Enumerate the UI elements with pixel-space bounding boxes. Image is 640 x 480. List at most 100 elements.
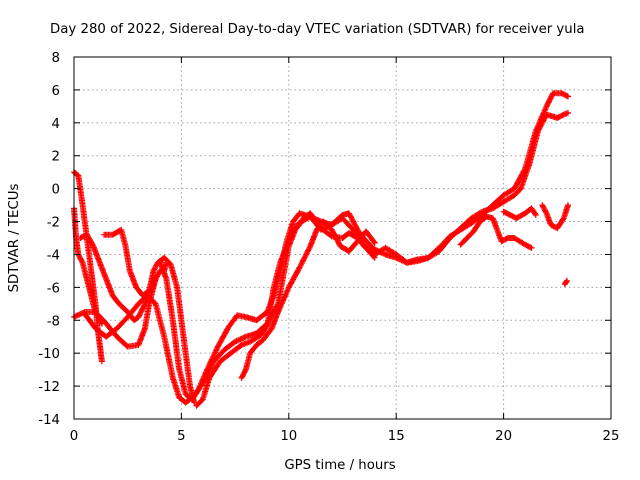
data-point [133,319,135,322]
data-point [285,245,288,247]
data-point [152,270,155,272]
data-point [288,286,290,289]
data-point [236,314,238,317]
data-point [564,283,566,285]
data-point [189,385,191,387]
y-axis-label: SDTVAR / TECUs [7,184,22,293]
data-point [277,311,279,313]
data-point [118,303,120,305]
data-point [105,335,107,338]
x-axis: 0 5 10 15 20 25 [70,57,619,444]
data-point [249,352,251,355]
data-point [154,303,157,305]
data-point [120,229,123,231]
data-point [562,217,565,220]
marker-trace [500,205,539,222]
data-point [479,220,481,223]
data-point [184,401,187,404]
data-point [470,217,473,220]
data-point [502,210,505,213]
data-point [86,278,88,280]
y-tick-label: -14 [38,413,60,428]
data-point [240,344,243,346]
data-point [373,248,376,251]
data-point [223,349,226,351]
series-arc-6 [81,90,571,406]
data-point [83,312,86,315]
data-point [513,194,516,196]
data-point [348,212,350,215]
data-point [341,214,344,216]
data-point [208,377,211,379]
data-point [552,92,554,94]
data-point [94,311,97,313]
data-point [99,261,101,264]
y-tick-label: 2 [52,150,60,165]
data-point [81,204,84,206]
data-point [255,319,258,322]
data-point [502,201,505,203]
data-point [230,352,232,355]
data-point [116,327,118,330]
y-tick-label: -8 [47,314,60,329]
data-point [290,233,292,236]
data-point [356,240,359,243]
marker-trace [561,277,570,288]
data-point [416,258,419,261]
data-point [567,95,569,98]
data-point [438,250,441,252]
data-point [515,217,518,220]
data-point [560,92,563,94]
data-point [245,316,247,318]
y-tick-label: -12 [38,380,60,395]
data-point [126,345,129,348]
marker-trace [238,218,378,381]
data-point [298,212,301,215]
plot-frame [73,56,612,420]
data-point [111,294,114,297]
data-point [348,250,350,252]
data-point [90,294,92,297]
data-point [309,245,312,247]
data-point [567,112,569,114]
data-point [481,210,483,213]
data-point [365,230,367,233]
y-tick-label: -2 [47,216,60,231]
data-point [137,303,140,305]
data-point [562,113,565,116]
data-point [524,243,526,246]
data-point [195,405,198,407]
data-point [92,286,95,289]
y-tick-label: 4 [52,117,60,132]
y-tick-label: -6 [47,281,60,296]
data-point [103,233,105,236]
data-point [184,352,187,355]
data-point [180,319,183,322]
data-point [163,256,165,259]
y-tick-label: 8 [52,51,60,66]
data-point [81,261,84,264]
data-point [459,227,462,229]
data-point [279,261,282,264]
y-tick-label: -4 [47,248,60,263]
data-point [116,335,118,338]
data-point [556,117,559,119]
data-point [159,270,161,272]
data-point [331,235,333,238]
data-point [496,229,499,231]
data-point [178,368,181,371]
data-point [148,289,150,292]
data-point [172,319,174,322]
data-point [492,207,494,210]
data-point [535,214,537,216]
data-point [126,316,129,318]
data-point [219,360,221,363]
data-point [273,286,275,289]
data-point [101,322,103,325]
data-point [202,398,204,401]
data-point [520,187,522,190]
data-point [137,344,140,346]
data-point [159,260,161,262]
chart-title: Day 280 of 2022, Sidereal Day-to-day VTE… [50,22,585,37]
data-point [530,207,533,210]
